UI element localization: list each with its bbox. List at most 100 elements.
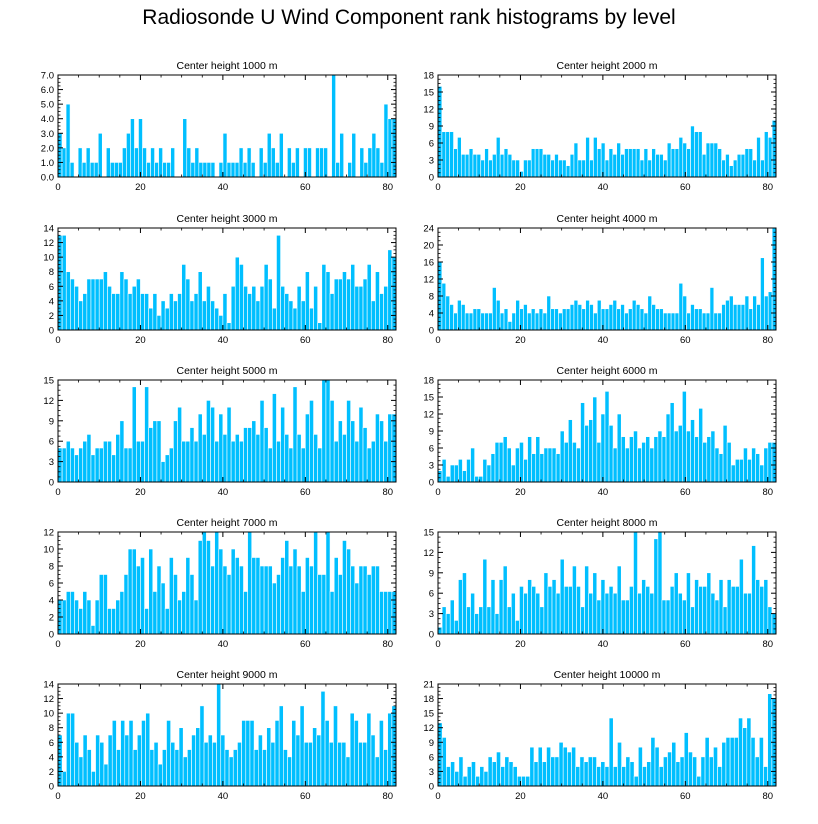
histogram-bar [612,592,618,635]
x-tick-label: 80 [762,487,773,498]
histogram-bar [694,579,699,635]
y-tick-label: 4 [429,309,434,320]
histogram-bar [739,558,744,635]
histogram-bar [168,293,174,331]
histogram-bar [604,159,610,178]
histogram-bar [616,565,622,635]
histogram-bar [313,434,318,483]
histogram-bar [65,440,71,483]
y-tick-label: 18 [423,71,434,82]
histogram-bar [764,295,769,331]
histogram-bar [449,304,454,331]
histogram-bar [201,531,207,635]
histogram-bar [752,159,757,178]
histogram-bar [168,557,174,635]
histogram-panel: Center height 1000 m 0.0 1.0 2.0 3.0 4.0 5.0 6.… [41,60,397,193]
histogram-bar [751,447,756,483]
histogram-bar [90,625,96,635]
x-tick-label: 60 [300,182,311,193]
histogram-bar [700,756,706,787]
histogram-bar [725,737,731,787]
histogram-bar [317,574,323,635]
histogram-bar [295,147,300,178]
histogram-bar [316,734,322,787]
histogram-bar [631,148,637,178]
histogram-bar [625,756,631,787]
y-tick-label: 15 [423,393,434,404]
histogram-bar [759,737,764,787]
histogram-bar [612,766,618,787]
y-tick-label: 18 [423,376,434,387]
y-tick-label: 1.0 [41,158,54,169]
histogram-bar [624,148,629,178]
histogram-bar [168,447,174,483]
histogram-bar [480,312,485,331]
histogram-bar [331,74,336,178]
histogram-bar [181,264,187,331]
histogram-bar [657,430,663,483]
histogram-bar [734,459,740,483]
histogram-bar [533,761,539,787]
histogram-bar [679,756,685,787]
histogram-bar [263,427,269,483]
histogram-bar [466,606,471,635]
histogram-bar [251,285,257,331]
x-tick-label: 0 [435,487,440,498]
histogram-bar [437,722,443,787]
histogram-bar [721,159,726,178]
histogram-bar [283,749,288,787]
histogram-bar [342,540,347,635]
y-tick-label: 5.0 [41,100,54,111]
histogram-bar [620,304,625,331]
histogram-bar [667,751,672,787]
x-tick-label: 60 [680,182,691,193]
histogram-bar [437,626,443,635]
figure-title: Radiosonde U Wind Component rank histogr… [142,6,676,29]
histogram-bar [296,285,302,331]
histogram-bar [287,756,292,787]
histogram-bar [546,295,551,331]
x-tick-label: 40 [598,182,609,193]
histogram-bar [470,447,475,483]
histogram-bar [284,434,290,483]
histogram-bar [445,613,451,635]
histogram-bar [767,693,773,787]
histogram-bar [635,148,641,178]
histogram-bar [750,737,756,787]
y-tick-label: 3 [429,767,434,778]
histogram-bar [550,159,555,178]
histogram-bar [714,447,720,483]
histogram-bar [511,312,517,331]
histogram-bar [661,436,667,483]
histogram-bar [144,386,149,483]
y-tick-label: 12 [423,410,434,421]
histogram-bar [144,608,149,635]
histogram-bar [729,737,735,787]
histogram-bar [604,391,610,483]
histogram-bar [617,741,622,787]
histogram-bar [347,162,353,178]
panel-title: Center height 2000 m [557,60,658,72]
histogram-bar [682,599,687,635]
histogram-bar [738,717,743,787]
histogram-bar [551,447,557,483]
histogram-bar [174,749,180,787]
histogram-bar [571,746,577,787]
y-tick-label: 0 [49,782,54,793]
y-tick-label: 12 [43,238,54,249]
histogram-bar [354,440,360,483]
histogram-bar [85,147,91,178]
histogram-bar [482,459,488,483]
x-tick-label: 20 [515,487,526,498]
histogram-bar [181,440,187,483]
histogram-bar [337,278,343,331]
y-tick-label: 3 [49,457,54,468]
histogram-bar [350,264,356,331]
histogram-bar [659,308,664,331]
histogram-bar [371,132,377,178]
histogram-bar [197,413,203,483]
histogram-bar [98,574,104,635]
histogram-bar [657,531,663,635]
histogram-bar [690,606,695,635]
histogram-bar [445,295,450,331]
